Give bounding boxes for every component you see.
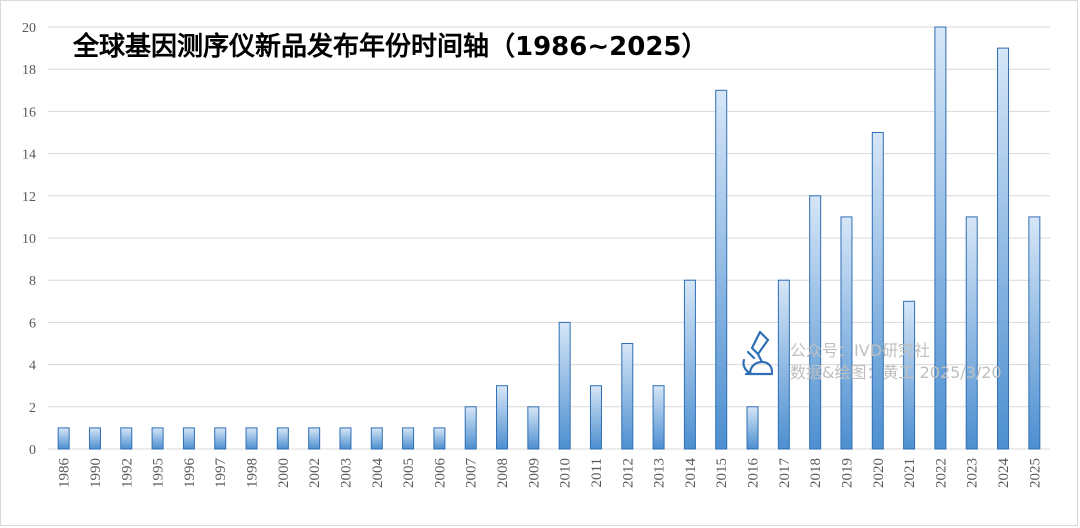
bar-2025 [1028, 216, 1041, 450]
x-tick-label: 2022 [933, 458, 949, 488]
y-tick-label: 20 [22, 21, 36, 36]
x-tick-label: 2009 [526, 458, 542, 488]
bar-1997 [214, 427, 227, 450]
x-tick-label: 2010 [558, 458, 574, 488]
microscope-icon [742, 330, 774, 376]
x-tick-label: 1997 [213, 458, 229, 489]
y-tick-label: 16 [22, 105, 36, 120]
x-tick-label: 2004 [370, 458, 386, 489]
y-tick-label: 0 [29, 443, 36, 458]
bar-1986 [57, 427, 70, 450]
y-tick-label: 14 [22, 148, 36, 163]
x-tick-label: 2002 [307, 458, 323, 488]
bar-2019 [840, 216, 853, 450]
x-tick-label: 1998 [245, 458, 261, 488]
x-tick-label: 2015 [714, 458, 730, 488]
x-tick-label: 1995 [151, 458, 167, 488]
watermark: 公众号：IVD研究社 数据&绘图：黄工 2025/3/20 [742, 330, 1002, 382]
watermark-line-2: 数据&绘图：黄工 2025/3/20 [790, 363, 1002, 382]
bar-2012 [621, 343, 634, 450]
x-tick-label: 1990 [88, 458, 104, 488]
y-tick-label: 8 [29, 274, 36, 289]
bar-2014 [683, 279, 696, 450]
gridlines [48, 26, 1050, 450]
x-tick-label: 1986 [57, 458, 73, 489]
bar-1996 [182, 427, 195, 450]
x-tick-label: 2011 [589, 458, 605, 487]
bar-1998 [245, 427, 258, 450]
y-axis-ticks: 0 2 4 6 8 10 12 14 16 18 20 [22, 21, 36, 458]
bar-2011 [589, 385, 602, 450]
watermark-line-1: 公众号：IVD研究社 [790, 341, 930, 360]
x-tick-label: 2007 [464, 458, 480, 489]
bars [57, 26, 1041, 450]
x-tick-label: 2014 [683, 458, 699, 489]
x-tick-label: 2006 [432, 458, 448, 489]
bar-2008 [496, 385, 509, 450]
x-tick-label: 2008 [495, 458, 511, 488]
y-tick-label: 4 [29, 359, 36, 374]
y-tick-label: 10 [22, 232, 36, 247]
x-tick-label: 2000 [276, 458, 292, 488]
x-tick-label: 2016 [746, 458, 762, 489]
bar-2003 [339, 427, 352, 450]
y-tick-label: 12 [22, 190, 36, 205]
y-tick-label: 6 [29, 316, 36, 331]
x-tick-label: 2003 [338, 458, 354, 488]
bar-1990 [88, 427, 101, 450]
bar-2004 [370, 427, 383, 450]
x-tick-label: 2023 [965, 458, 981, 488]
bar-2002 [308, 427, 321, 450]
y-tick-label: 2 [29, 401, 36, 416]
bar-2021 [903, 300, 916, 450]
bar-2013 [652, 385, 665, 450]
bar-2007 [464, 406, 477, 450]
bar-2000 [276, 427, 289, 450]
bar-1995 [151, 427, 164, 450]
x-tick-label: 2012 [620, 458, 636, 488]
bar-2018 [809, 195, 822, 450]
x-tick-label: 2025 [1027, 458, 1043, 488]
x-tick-label: 2013 [652, 458, 668, 488]
chart-title: 全球基因测序仪新品发布年份时间轴（1986~2025） [72, 31, 708, 62]
bar-1992 [120, 427, 133, 450]
x-tick-label: 1992 [119, 458, 135, 488]
bar-2023 [965, 216, 978, 450]
x-axis-ticks: 1986 1990 1992 1995 1996 1997 1998 2000 2002 2003… [57, 458, 1044, 489]
y-tick-label: 18 [22, 63, 36, 78]
bar-2017 [777, 279, 790, 450]
bar-2005 [402, 427, 415, 450]
bar-2010 [558, 321, 571, 450]
bar-2006 [433, 427, 446, 450]
bar-2016 [746, 406, 759, 450]
x-tick-label: 2024 [996, 458, 1012, 489]
bar-2009 [527, 406, 540, 450]
x-tick-label: 2005 [401, 458, 417, 488]
bar-2020 [871, 132, 884, 450]
bar-2015 [715, 89, 728, 450]
x-tick-label: 2021 [902, 458, 918, 488]
x-tick-label: 2019 [839, 458, 855, 488]
x-tick-label: 2017 [777, 458, 793, 489]
x-tick-label: 2018 [808, 458, 824, 488]
bar-2022 [934, 26, 947, 450]
x-tick-label: 2020 [871, 458, 887, 488]
x-tick-label: 1996 [182, 458, 198, 489]
bar-2024 [997, 47, 1010, 450]
